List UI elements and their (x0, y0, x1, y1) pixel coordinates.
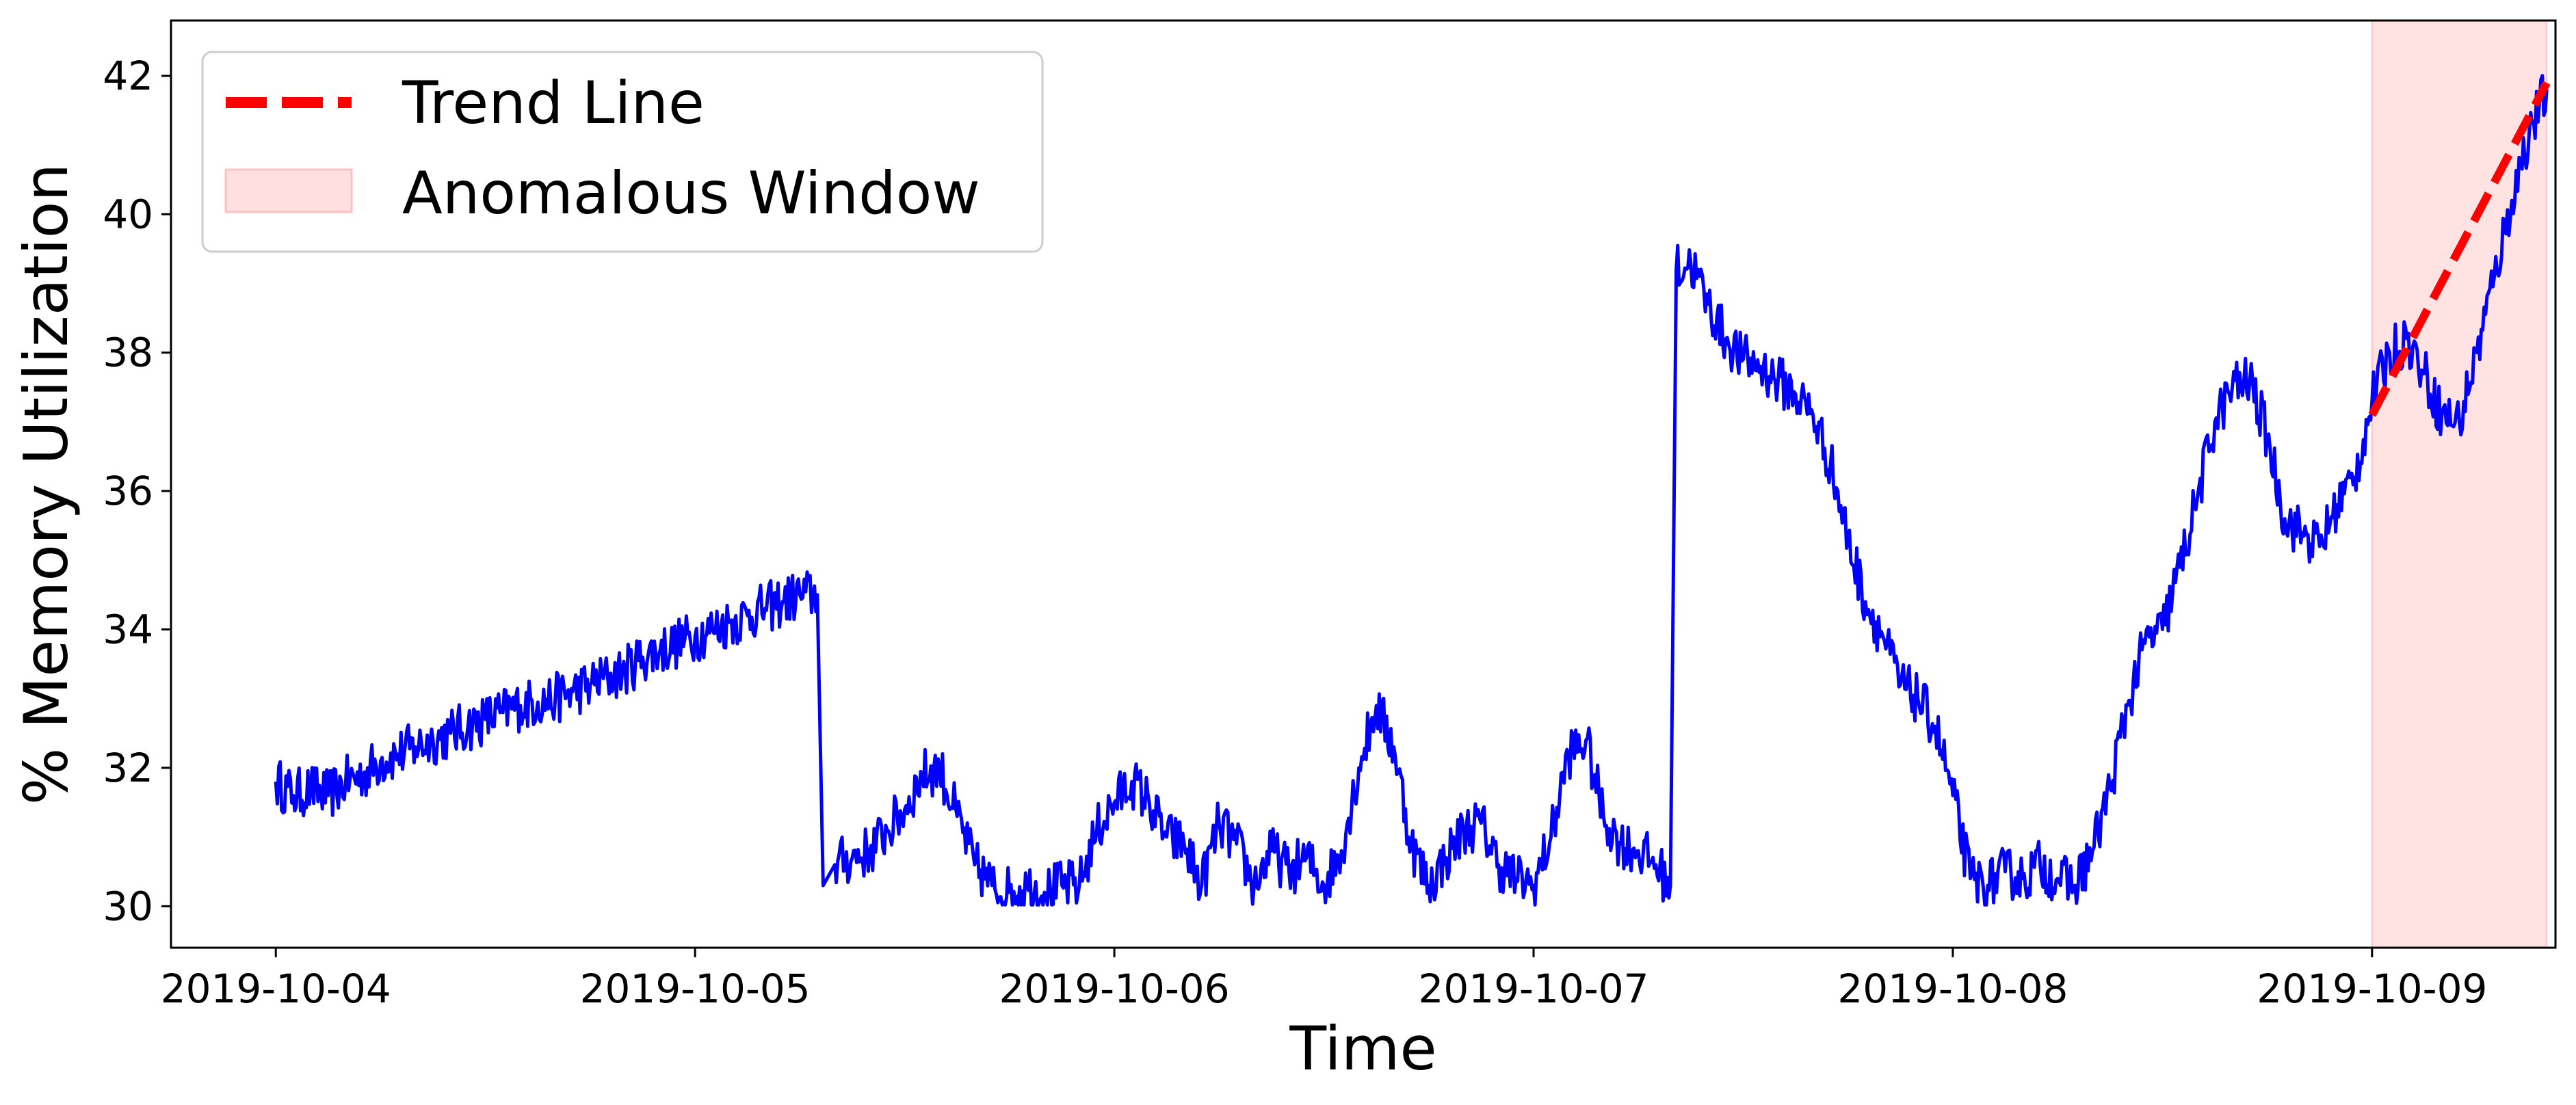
x-tick-label-2019-10-07: 2019-10-07 (1418, 966, 1648, 1012)
legend-anomalous-window-swatch (224, 168, 353, 213)
legend-entry-trend-line: Trend Line (402, 69, 705, 137)
y-tick-label-40: 40 (103, 191, 153, 237)
legend-box (201, 51, 1044, 253)
series-layer (274, 74, 2551, 907)
x-tick-label-2019-10-09: 2019-10-09 (2257, 966, 2487, 1012)
legend-entry-anomalous-window: Anomalous Window (402, 159, 980, 228)
memory-utilization-line (274, 74, 2549, 907)
y-axis: 30 32 34 36 38 40 42 (103, 53, 171, 929)
legend: Trend Line Anomalous Window (201, 51, 1044, 253)
y-tick-label-34: 34 (103, 607, 153, 653)
y-tick-label-38: 38 (103, 330, 153, 376)
x-axis: 2019-10-04 2019-10-05 2019-10-06 2019-10-07… (161, 948, 2487, 1012)
y-tick-label-42: 42 (103, 53, 153, 99)
x-tick-label-2019-10-05: 2019-10-05 (580, 966, 811, 1012)
trend-line (2368, 81, 2551, 417)
y-tick-label-32: 32 (103, 745, 153, 791)
y-tick-label-36: 36 (103, 468, 153, 514)
x-tick-label-2019-10-06: 2019-10-06 (999, 966, 1230, 1012)
y-axis-title: % Memory Utilization (11, 163, 81, 805)
x-axis-title: Time (1289, 1013, 1436, 1084)
x-tick-label-2019-10-08: 2019-10-08 (1837, 966, 2068, 1012)
x-tick-label-2019-10-04: 2019-10-04 (161, 966, 391, 1012)
y-tick-label-30: 30 (103, 883, 153, 929)
plot-frame (170, 19, 2557, 949)
